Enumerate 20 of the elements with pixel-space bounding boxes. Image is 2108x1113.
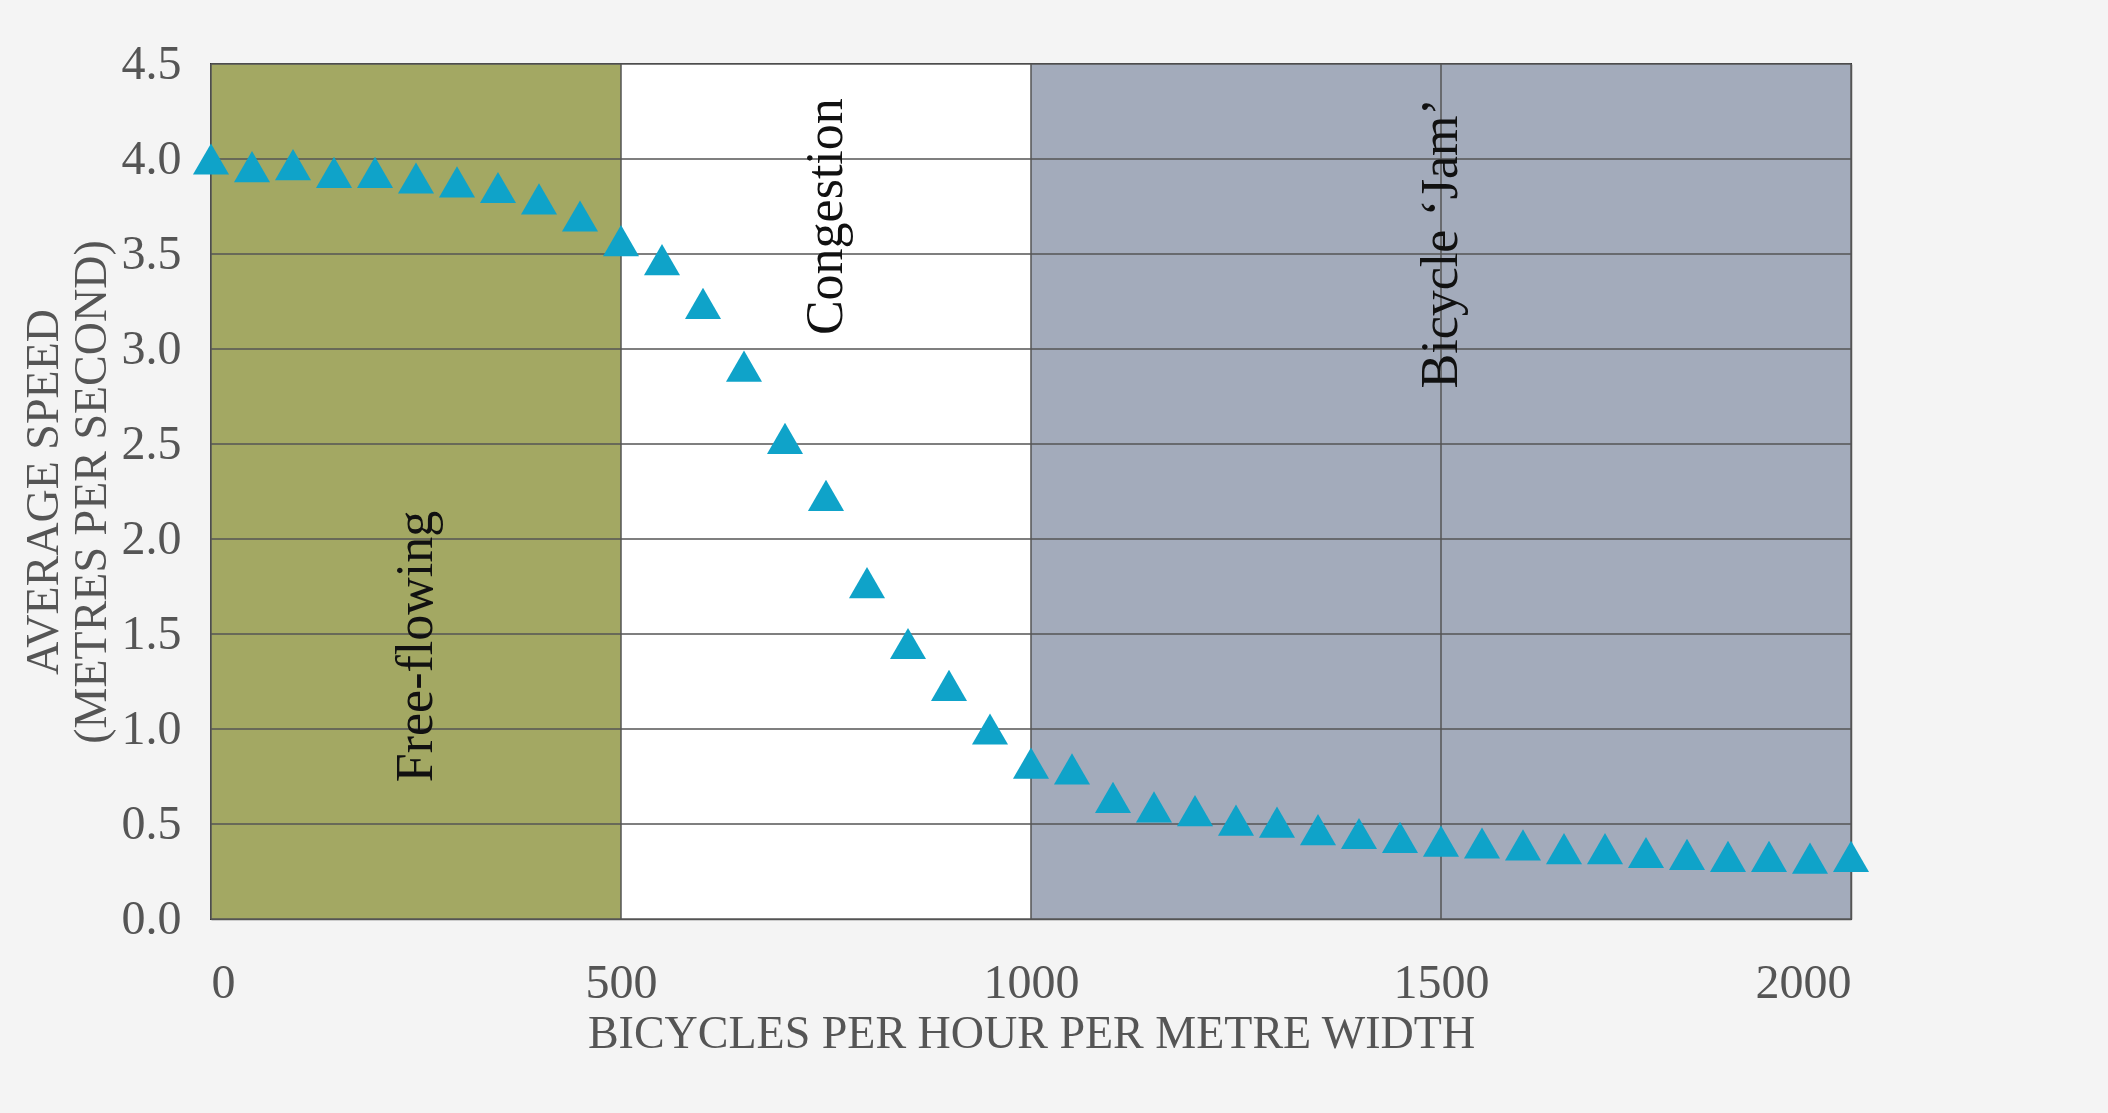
y-axis-title: AVERAGE SPEED (METRES PER SECOND) [16,240,116,744]
y-tick-label: 0.0 [121,890,182,944]
x-tick-label: 1500 [1393,954,1490,1008]
y-tick-label: 1.0 [121,700,182,754]
y-tick-label: 0.5 [121,795,182,849]
y-tick-label: 3.0 [121,320,182,374]
y-tick-label: 2.0 [121,510,182,564]
y-tick-label: 2.5 [121,415,182,469]
x-tick-label: 500 [585,954,658,1008]
x-tick-label: 0 [211,954,236,1008]
x-axis-title: BICYCLES PER HOUR PER METRE WIDTH [587,1006,1476,1058]
x-tick-label: 2000 [1755,954,1852,1008]
band-label: Free-flowing [386,510,443,783]
band-label: Congestion [796,98,853,336]
x-tick-label: 1000 [983,954,1080,1008]
y-tick-label: 3.5 [121,225,182,279]
y-tick-label: 4.0 [121,130,182,184]
y-tick-label: 1.5 [121,605,182,659]
y-tick-label: 4.5 [121,35,182,89]
band-label: Bicycle ‘Jam’ [1411,98,1468,389]
